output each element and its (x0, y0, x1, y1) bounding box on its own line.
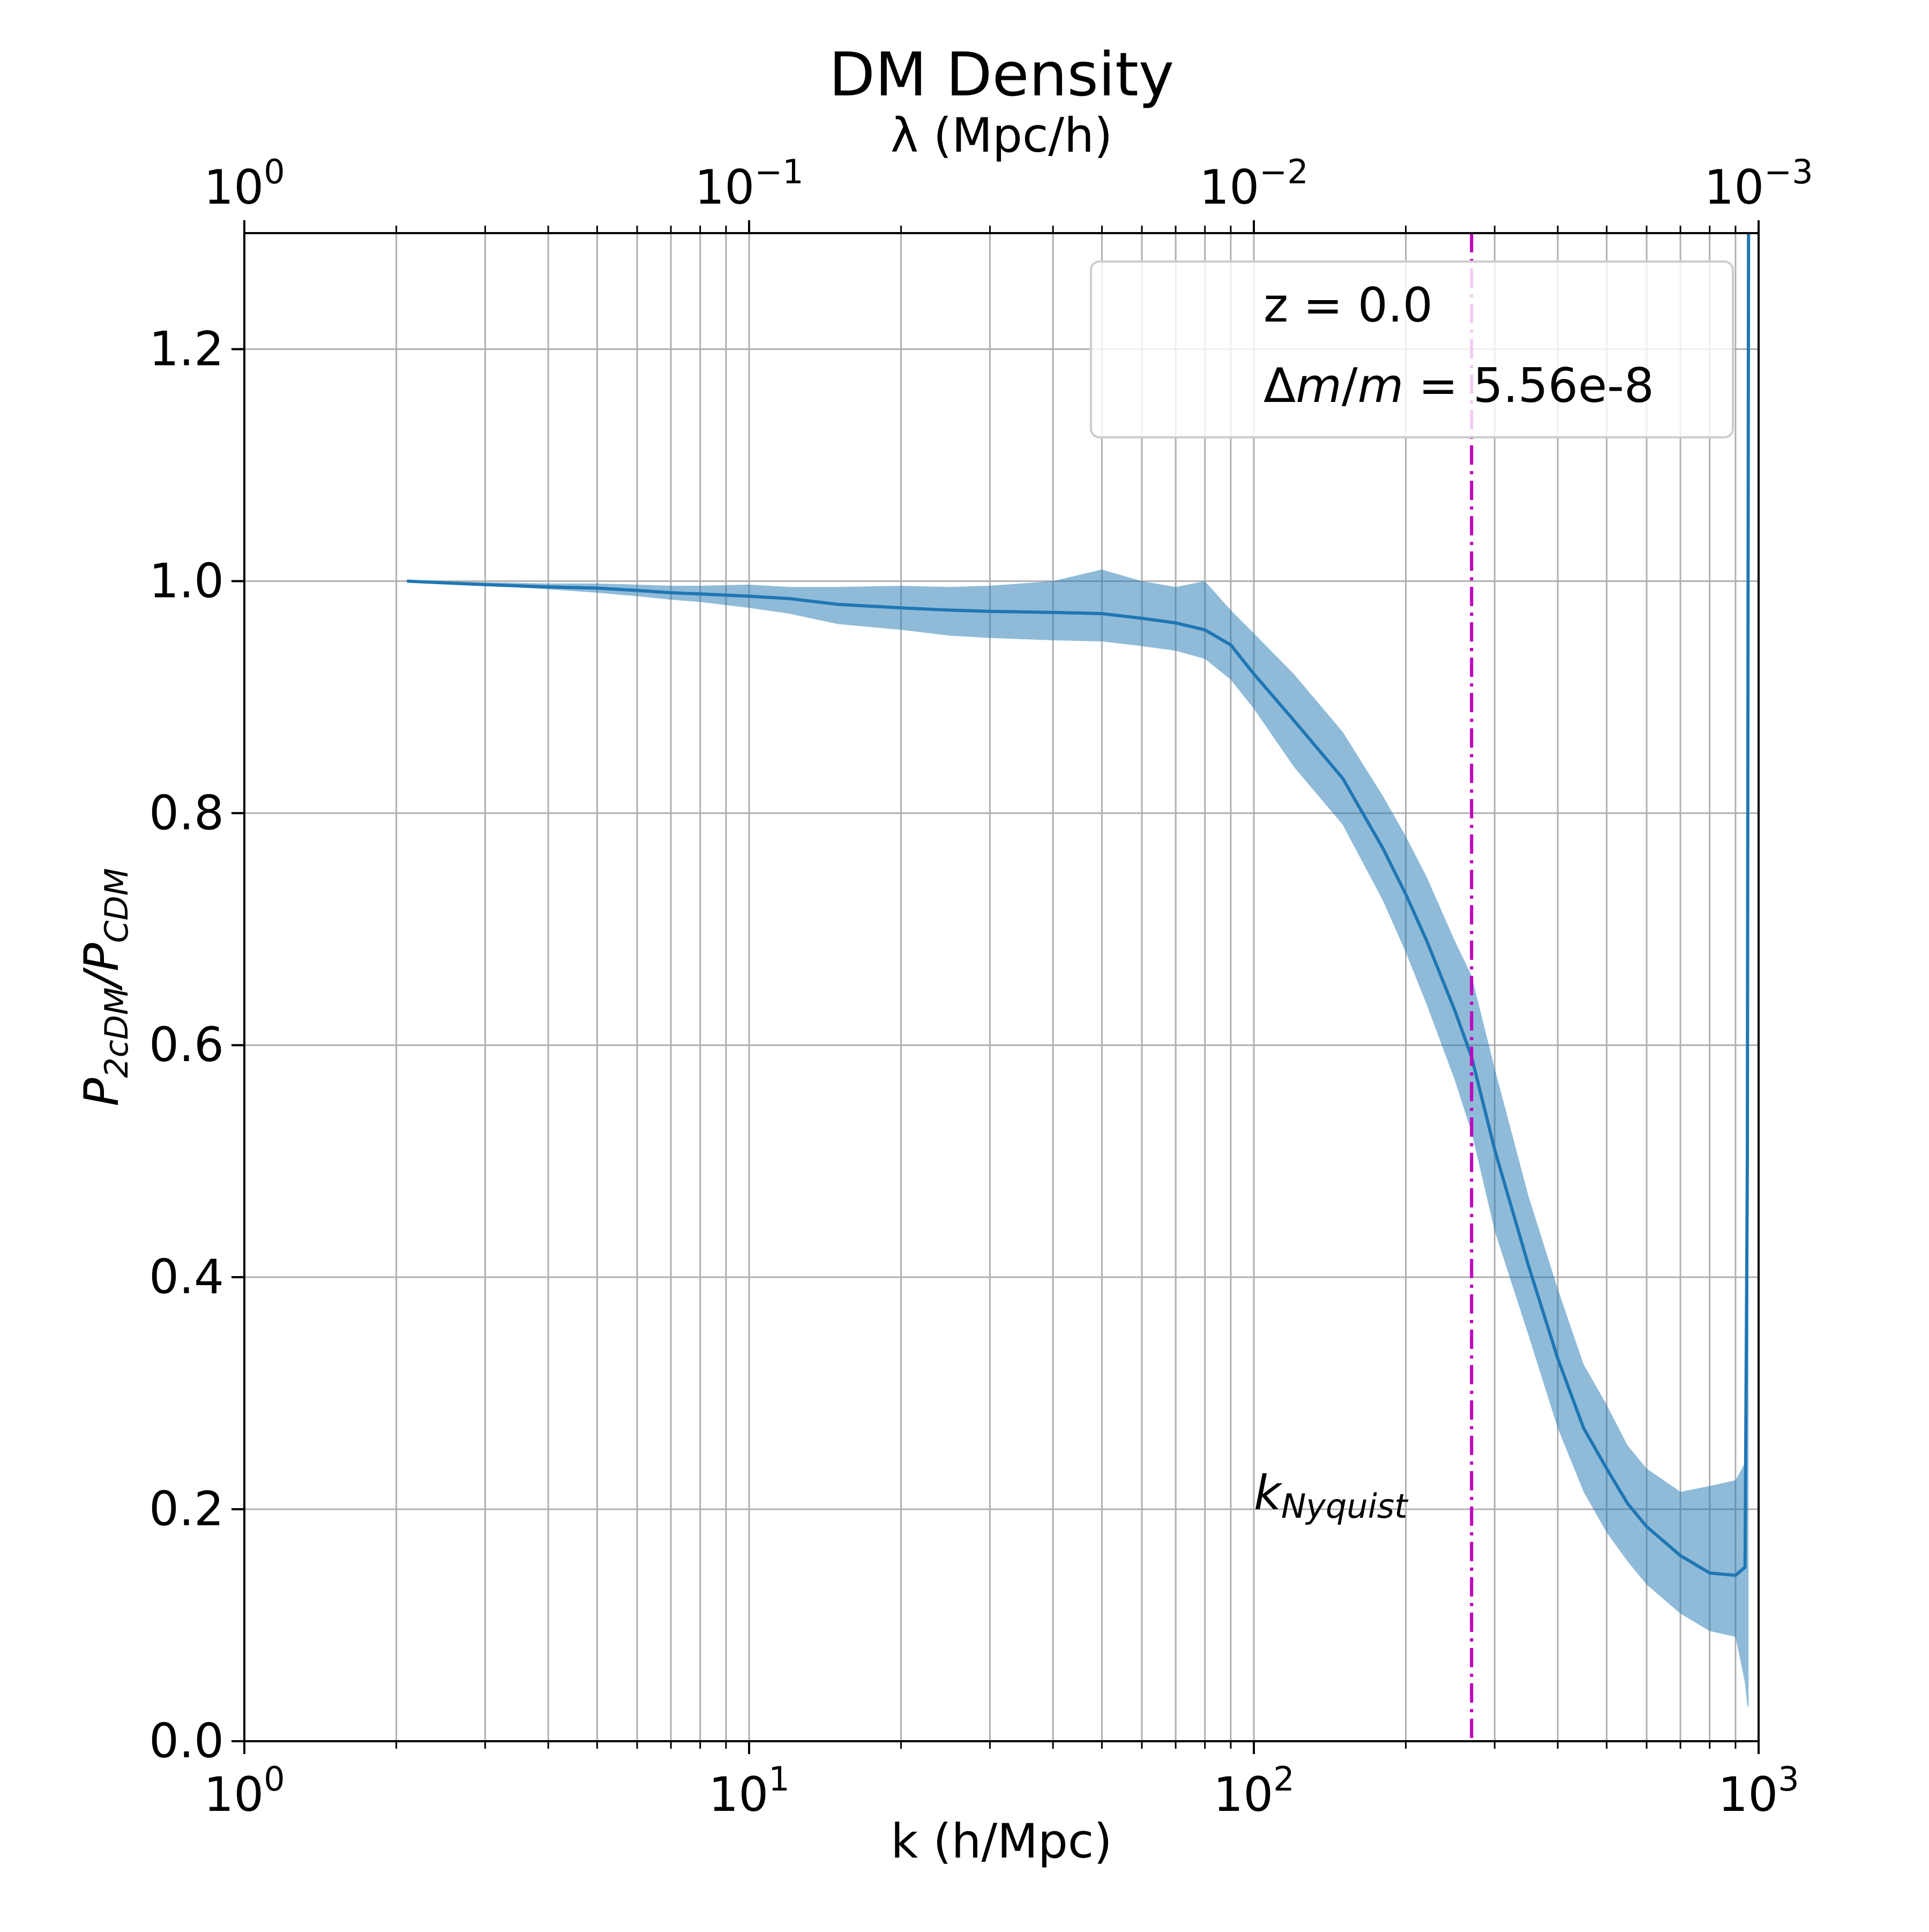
y-tick-label: 0.8 (149, 785, 224, 840)
x-tick-label: 103 (1718, 1759, 1799, 1822)
x-axis-label: k (h/Mpc) (891, 1814, 1112, 1869)
legend: z = 0.0 Δm/m = 5.56e-8 (1090, 260, 1734, 438)
nyquist-label: kNyquist (1254, 1465, 1409, 1526)
data-layer (407, 233, 1751, 1707)
x-tick-label: 100 (204, 1759, 285, 1822)
legend-box (1090, 260, 1734, 438)
top-tick-label: 10−1 (694, 152, 803, 215)
top-tick-label: 100 (204, 152, 285, 215)
series-0-line (407, 233, 1751, 1577)
y-tick-label: 0.0 (149, 1713, 224, 1769)
plot-frame (243, 232, 1760, 1742)
y-tick-label: 0.2 (149, 1481, 224, 1536)
y-tick-label: 0.6 (149, 1017, 224, 1072)
y-tick-label: 1.0 (149, 553, 224, 608)
legend-line-2: Δm/m = 5.56e-8 (1263, 358, 1654, 413)
axes (231, 220, 1760, 1754)
series-0-band (407, 233, 1749, 1707)
y-axis-label: P2cDM/PCDM (74, 868, 136, 1107)
top-tick-label: 10−3 (1704, 152, 1813, 215)
top-axis-label: λ (Mpc/h) (891, 108, 1112, 163)
top-tick-label: 10−2 (1199, 152, 1308, 215)
y-tick-label: 0.4 (149, 1249, 224, 1304)
svg-text:P2cDM/PCDM: P2cDM/PCDM (74, 868, 136, 1107)
legend-line-1: z = 0.0 (1263, 278, 1433, 333)
tick-labels: 0.0 0.2 0.4 0.6 0.8 1.0 1.2 100 101 102 103 100 10−1… (149, 152, 1813, 1822)
x-tick-label: 102 (1213, 1759, 1294, 1822)
y-tick-label: 1.2 (149, 321, 224, 376)
chart-title: DM Density (829, 40, 1174, 110)
x-tick-label: 101 (708, 1759, 789, 1822)
